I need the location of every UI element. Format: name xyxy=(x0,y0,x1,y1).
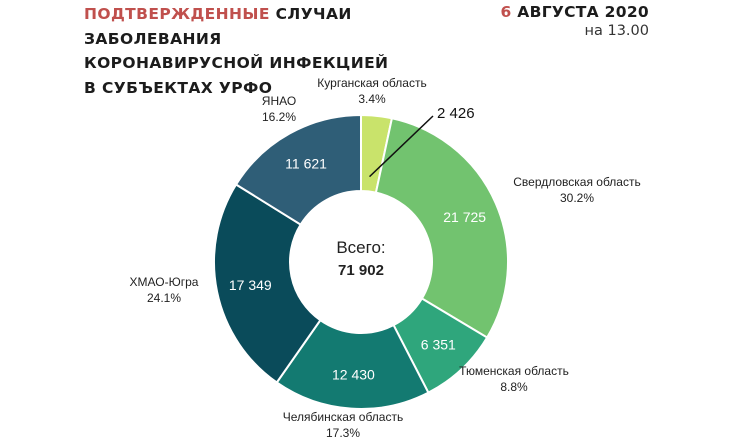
category-label-4: ХМАО-Югра xyxy=(130,275,199,289)
slice-3 xyxy=(275,318,430,410)
value-label-2: 6 351 xyxy=(421,336,456,352)
date-rest: АВГУСТА 2020 xyxy=(517,3,649,21)
total-label: Всего: xyxy=(336,238,385,257)
category-label-1: Свердловская область xyxy=(513,175,640,189)
slices-group xyxy=(213,113,509,410)
title-highlight: ПОДТВЕРЖДЕННЫЕ xyxy=(84,5,270,23)
slice-4 xyxy=(213,183,322,384)
value-label-3: 12 430 xyxy=(332,367,375,383)
title-line-1: ПОДТВЕРЖДЕННЫЕ СЛУЧАИ xyxy=(84,2,388,27)
slice-1 xyxy=(374,117,509,339)
value-label-1: 21 725 xyxy=(443,209,486,225)
title-line-2: ЗАБОЛЕВАНИЯ xyxy=(84,29,222,48)
percent-label-1: 30.2% xyxy=(560,191,594,205)
category-label-5: ЯНАО xyxy=(262,94,296,108)
category-label-2: Тюменская область xyxy=(459,364,569,378)
time-line: на 13.00 xyxy=(584,23,650,39)
total-value: 71 902 xyxy=(338,262,384,279)
percent-label-4: 24.1% xyxy=(147,291,181,305)
callout-line xyxy=(369,115,434,178)
labels-group: 2 426 Курганская область 3.4% 21 725 Свердло… xyxy=(130,76,641,440)
title-line-3: КОРОНАВИРУСНОЙ ИНФЕКЦИЕЙ xyxy=(84,54,389,72)
percent-label-0: 3.4% xyxy=(358,92,386,106)
chart-title: ПОДТВЕРЖДЕННЫЕ СЛУЧАИ ЗАБОЛЕВАНИЯ КОРОНА… xyxy=(84,2,388,100)
percent-label-2: 8.8% xyxy=(500,380,528,394)
title-rest: СЛУЧАИ xyxy=(275,5,352,23)
value-label-5: 11 621 xyxy=(285,155,327,171)
category-label-3: Челябинская область xyxy=(283,410,403,424)
date-block: 6 АВГУСТА 2020 на 13.00 xyxy=(500,2,649,40)
percent-label-3: 17.3% xyxy=(326,426,360,440)
title-line-4: В СУБЪЕКТАХ УРФО xyxy=(84,78,273,97)
date-line: 6 АВГУСТА 2020 xyxy=(500,2,649,22)
category-label-0: Курганская область xyxy=(317,76,426,90)
percent-label-5: 16.2% xyxy=(262,110,296,124)
value-label-0: 2 426 xyxy=(437,105,475,122)
slice-5 xyxy=(234,113,362,226)
value-label-4: 17 349 xyxy=(229,277,272,293)
date-day: 6 xyxy=(500,3,512,21)
